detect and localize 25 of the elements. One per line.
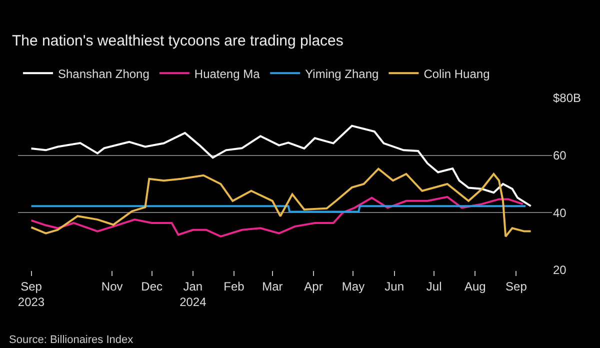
y-tick-label: 40 [553, 206, 567, 220]
line-series [30, 124, 532, 208]
x-tick-label: Aug [464, 279, 486, 294]
x-tick-label: Dec [141, 279, 162, 294]
chart-title: The nation's wealthiest tycoons are trading places [12, 32, 344, 50]
legend-label: Colin Huang [424, 66, 490, 81]
legend-label: Shanshan Zhong [58, 66, 150, 81]
x-tick-label: May [342, 279, 365, 294]
x-tick-label: Jan 2024 [180, 279, 207, 309]
y-tick-label: 60 [553, 148, 567, 163]
y-tick-label: $80B [553, 91, 582, 106]
x-tick-label: Sep [506, 279, 528, 294]
x-tick-label: Jun [384, 279, 404, 294]
legend-label: Huateng Ma [194, 66, 260, 81]
source-note: Source: Billionaires Index [9, 334, 134, 346]
line-series [30, 168, 532, 238]
x-tick-label: Sep 2023 [18, 279, 45, 309]
x-tick-label: Nov [101, 279, 123, 294]
y-tick-label: 20 [553, 263, 567, 278]
x-tick-label: Mar [262, 279, 283, 294]
x-tick-label: Feb [224, 279, 245, 294]
line-series [30, 196, 524, 238]
legend-label: Yiming Zhang [305, 66, 379, 81]
x-tick-label: Apr [304, 279, 323, 294]
x-tick-label: Jul [426, 279, 442, 294]
